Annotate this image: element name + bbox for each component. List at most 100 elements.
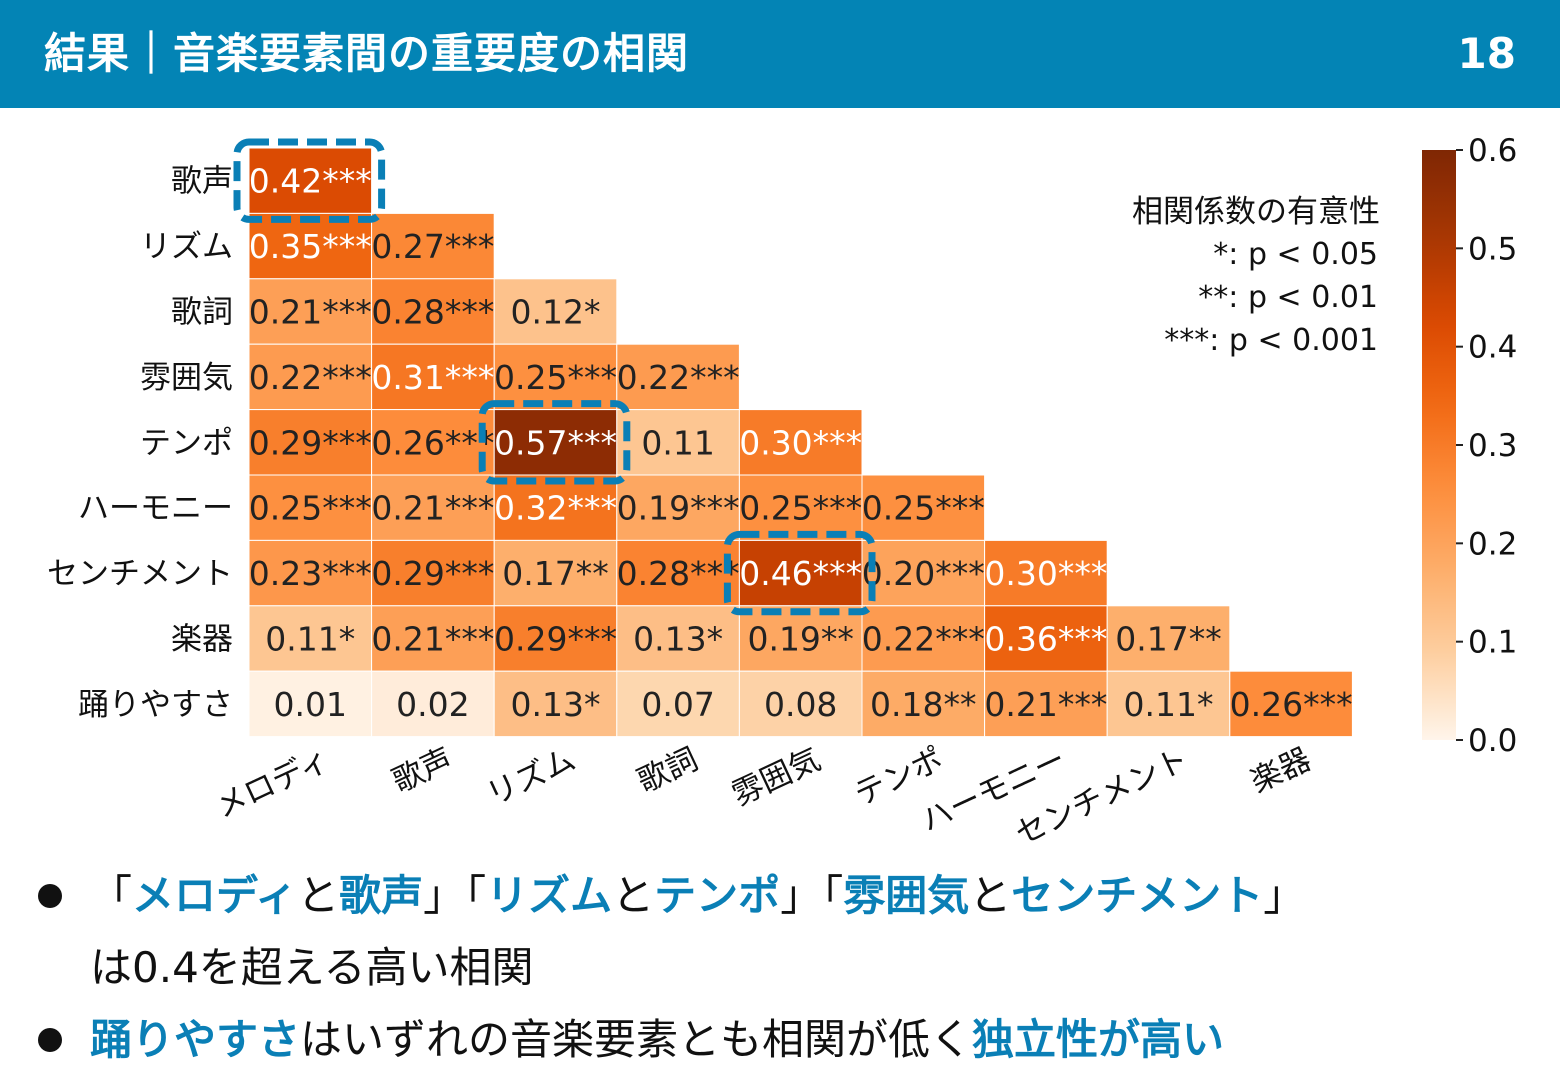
x-tick-label: 楽器 bbox=[1245, 741, 1316, 800]
bullet-dot-icon bbox=[38, 884, 62, 908]
heatmap-cell bbox=[493, 409, 618, 476]
highlight-conclusion: 独立性が高い bbox=[972, 1015, 1225, 1064]
cell-label: 0.30*** bbox=[984, 554, 1107, 593]
cell-label: 0.11* bbox=[265, 620, 355, 659]
cell-label: 0.25*** bbox=[739, 489, 862, 528]
colorbar-tick-label: 0.4 bbox=[1468, 330, 1517, 366]
cell-label: 0.26*** bbox=[371, 423, 494, 462]
cell-label: 0.22*** bbox=[249, 358, 372, 397]
cell-label: 0.36*** bbox=[984, 620, 1107, 659]
cell-label: 0.35*** bbox=[249, 227, 372, 266]
colorbar-tick-label: 0.1 bbox=[1468, 625, 1517, 661]
bullet-dot-icon bbox=[38, 1028, 62, 1052]
y-tick-label: 歌声 bbox=[171, 164, 233, 200]
slide-number: 18 bbox=[1457, 29, 1516, 78]
cell-label: 0.07 bbox=[641, 685, 714, 724]
bracket-close: 」 bbox=[1263, 871, 1306, 920]
cell-label: 0.26*** bbox=[1230, 685, 1353, 724]
cell-label: 0.21*** bbox=[371, 489, 494, 528]
y-tick-label: リズム bbox=[140, 229, 233, 265]
bullet-list: 「メロディと歌声」「リズムとテンポ」「雰囲気とセンチメント」 は0.4を超える高… bbox=[34, 860, 1534, 1076]
heatmap-cell bbox=[248, 147, 373, 214]
heatmap-cell bbox=[738, 670, 863, 738]
x-tick-label: リズム bbox=[481, 741, 581, 813]
cell-label: 0.29*** bbox=[249, 423, 372, 462]
legend-title: 相関係数の有意性 bbox=[1132, 194, 1380, 230]
heatmap-cell bbox=[371, 278, 495, 345]
heatmap-cell bbox=[248, 605, 373, 672]
bullet-2-middle-text: はいずれの音楽要素とも相関が低く bbox=[300, 1015, 973, 1064]
y-tick-label: テンポ bbox=[140, 425, 233, 461]
heatmap-cell bbox=[1229, 670, 1353, 738]
text-to: と bbox=[612, 871, 655, 920]
x-tick-label: 歌詞 bbox=[632, 741, 703, 800]
x-tick-label: メロディ bbox=[210, 741, 336, 825]
y-tick-label: センチメント bbox=[47, 556, 233, 592]
y-tick-label: 雰囲気 bbox=[140, 360, 233, 396]
slide-header: 結果｜音楽要素間の重要度の相関 18 bbox=[0, 0, 1560, 108]
heatmap-cell bbox=[984, 539, 1108, 607]
heatmap-cell bbox=[984, 605, 1108, 672]
heatmap-cell bbox=[248, 474, 373, 541]
bracket-close: 」 bbox=[423, 871, 466, 920]
cell-label: 0.13* bbox=[511, 685, 601, 724]
heatmap-cell bbox=[984, 670, 1108, 738]
heatmap-cell bbox=[371, 474, 495, 541]
legend-entry: **: p < 0.01 bbox=[1198, 280, 1378, 315]
cell-label: 0.17** bbox=[502, 554, 608, 593]
highlight-tempo: テンポ bbox=[654, 871, 781, 920]
colorbar-tick-label: 0.5 bbox=[1468, 231, 1517, 267]
text-to: と bbox=[297, 871, 340, 920]
colorbar-tick-label: 0.3 bbox=[1468, 428, 1517, 464]
cell-label: 0.57*** bbox=[494, 423, 617, 462]
cell-label: 0.21*** bbox=[249, 293, 372, 332]
cell-label: 0.11* bbox=[1124, 685, 1214, 724]
heatmap-cell bbox=[248, 539, 373, 607]
colorbar bbox=[1422, 150, 1456, 740]
heatmap-cell bbox=[738, 474, 863, 541]
cell-label: 0.19*** bbox=[617, 489, 740, 528]
legend-entry: *: p < 0.05 bbox=[1213, 237, 1378, 272]
highlight-box bbox=[723, 530, 876, 616]
heatmap-cell bbox=[861, 474, 986, 541]
cell-label: 0.42*** bbox=[249, 162, 372, 201]
colorbar-tick-label: 0.6 bbox=[1468, 133, 1517, 169]
bullet-2-line-1: 踊りやすさはいずれの音楽要素とも相関が低く独立性が高い bbox=[90, 1004, 1534, 1076]
heatmap-cell bbox=[738, 409, 863, 476]
colorbar-tick-label: 0.2 bbox=[1468, 526, 1517, 562]
slide-title: 結果｜音楽要素間の重要度の相関 bbox=[44, 29, 690, 78]
cell-label: 0.02 bbox=[396, 685, 469, 724]
heatmap-cell bbox=[371, 343, 495, 411]
cell-label: 0.28*** bbox=[371, 293, 494, 332]
bracket-open: 「 bbox=[822, 871, 844, 920]
cell-label: 0.12* bbox=[511, 293, 601, 332]
heatmap-cell bbox=[248, 670, 373, 738]
legend-entry: ***: p < 0.001 bbox=[1164, 323, 1378, 358]
x-tick-label: 雰囲気 bbox=[727, 741, 827, 813]
cell-label: 0.29*** bbox=[371, 554, 494, 593]
heatmap-cell bbox=[616, 474, 740, 541]
highlight-box bbox=[233, 138, 386, 223]
heatmap-cell bbox=[861, 670, 986, 738]
highlight-melody: メロディ bbox=[132, 871, 298, 920]
y-tick-label: ハーモニー bbox=[78, 491, 233, 527]
heatmap-cell bbox=[1106, 605, 1231, 672]
highlight-mood: 雰囲気 bbox=[843, 871, 970, 920]
heatmap-cell bbox=[616, 539, 740, 607]
cell-label: 0.20*** bbox=[862, 554, 985, 593]
cell-label: 0.32*** bbox=[494, 489, 617, 528]
colorbar-tick-label: 0.0 bbox=[1468, 723, 1517, 759]
heatmap-cell bbox=[371, 670, 495, 738]
bracket-open: 「 bbox=[90, 871, 133, 920]
cell-label: 0.29*** bbox=[494, 620, 617, 659]
heatmap-cell bbox=[371, 409, 495, 476]
highlight-voice: 歌声 bbox=[339, 871, 424, 920]
heatmap-cell bbox=[616, 409, 740, 476]
cell-label: 0.46*** bbox=[739, 554, 862, 593]
cell-label: 0.19** bbox=[747, 620, 853, 659]
cell-label: 0.30*** bbox=[739, 423, 862, 462]
cell-label: 0.25*** bbox=[494, 358, 617, 397]
y-tick-label: 楽器 bbox=[171, 622, 233, 658]
cell-label: 0.22*** bbox=[617, 358, 740, 397]
cell-label: 0.21*** bbox=[984, 685, 1107, 724]
